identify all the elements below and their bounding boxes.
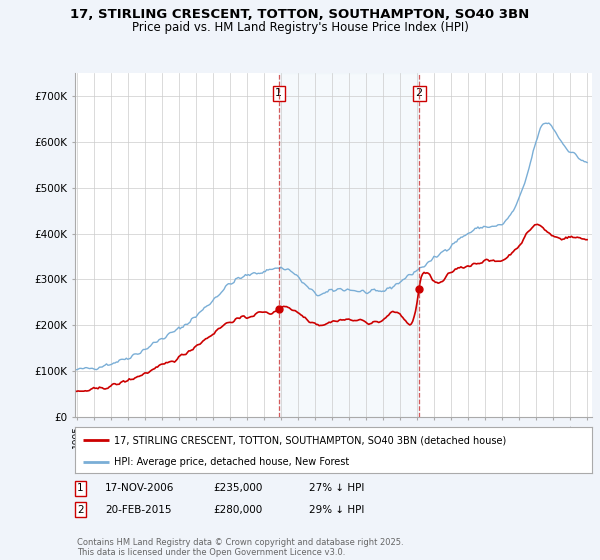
Text: 20-FEB-2015: 20-FEB-2015 (105, 505, 172, 515)
Text: Price paid vs. HM Land Registry's House Price Index (HPI): Price paid vs. HM Land Registry's House … (131, 21, 469, 34)
Text: 29% ↓ HPI: 29% ↓ HPI (309, 505, 364, 515)
Text: 1: 1 (77, 483, 83, 493)
Text: 1: 1 (275, 88, 283, 99)
Text: 17, STIRLING CRESCENT, TOTTON, SOUTHAMPTON, SO40 3BN (detached house): 17, STIRLING CRESCENT, TOTTON, SOUTHAMPT… (114, 435, 506, 445)
Text: 27% ↓ HPI: 27% ↓ HPI (309, 483, 364, 493)
Text: 2: 2 (77, 505, 83, 515)
Text: Contains HM Land Registry data © Crown copyright and database right 2025.
This d: Contains HM Land Registry data © Crown c… (77, 538, 403, 557)
Text: £235,000: £235,000 (213, 483, 262, 493)
Text: 17-NOV-2006: 17-NOV-2006 (105, 483, 175, 493)
Text: £280,000: £280,000 (213, 505, 262, 515)
Text: 17, STIRLING CRESCENT, TOTTON, SOUTHAMPTON, SO40 3BN: 17, STIRLING CRESCENT, TOTTON, SOUTHAMPT… (70, 8, 530, 21)
Text: HPI: Average price, detached house, New Forest: HPI: Average price, detached house, New … (114, 457, 349, 466)
Bar (279, 73, 419, 417)
Text: 2: 2 (416, 88, 423, 99)
